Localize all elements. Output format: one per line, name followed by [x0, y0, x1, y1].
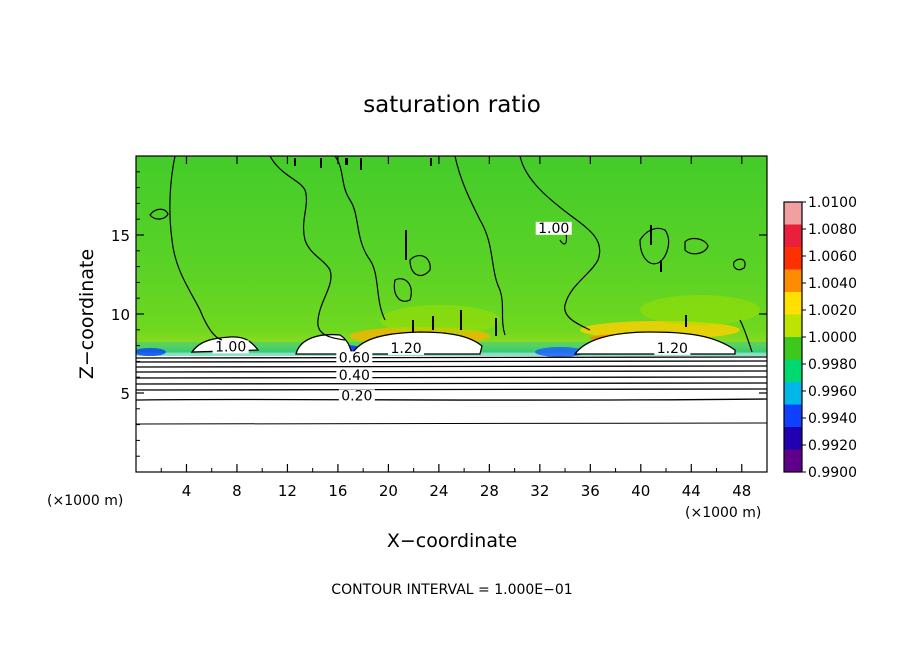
- contour-label: 1.20: [657, 341, 688, 357]
- contour-interval-note: CONTOUR INTERVAL = 1.000E−01: [331, 582, 572, 598]
- colorbar-swatch: [784, 224, 802, 248]
- colorbar-swatch: [784, 382, 802, 405]
- contour-label: 0.40: [339, 368, 370, 384]
- x-tick-label: 4: [182, 482, 192, 500]
- colorbar-tick-label: 0.9920: [808, 438, 857, 454]
- chart-title: saturation ratio: [363, 92, 541, 118]
- colorbar-swatch: [784, 269, 802, 293]
- x-tick-label: 8: [232, 482, 242, 500]
- colorbar-swatch: [784, 247, 802, 270]
- y-tick-label: 5: [120, 385, 130, 403]
- y-tick-label: 10: [111, 306, 130, 324]
- colorbar-swatch: [784, 404, 802, 428]
- colorbar-swatch: [784, 202, 802, 225]
- x-unit-left: (×1000 m): [47, 493, 123, 509]
- colorbar-swatch: [784, 292, 802, 315]
- x-axis-label: X−coordinate: [387, 530, 517, 552]
- contour-label-bg: [212, 340, 249, 354]
- contour-labels: 1.00 1.00 1.20 1.20 0.60 0.40 0.20: [212, 221, 691, 404]
- x-tick-label: 48: [732, 482, 751, 500]
- x-tick-label: 36: [581, 482, 600, 500]
- plot-area: [136, 156, 767, 472]
- cloud-tufts: [294, 158, 687, 336]
- colorbar-tick-label: 1.0000: [808, 330, 857, 346]
- x-tick-label: 40: [631, 482, 650, 500]
- x-tick-label: 28: [480, 482, 499, 500]
- contour-label-bg: [535, 221, 572, 235]
- contour-label-bg: [654, 341, 691, 355]
- contour-label: 1.00: [215, 339, 246, 355]
- x-tick-label: 20: [379, 482, 398, 500]
- colorbar-swatch: [784, 427, 802, 450]
- contour-label-bg: [336, 351, 373, 365]
- x-tick-label: 12: [278, 482, 297, 500]
- contour-label: 1.00: [538, 221, 569, 237]
- contour-label: 0.20: [341, 388, 372, 404]
- x-tick-label: 32: [530, 482, 549, 500]
- colorbar-swatch: [784, 337, 802, 360]
- y-tick-label: 15: [111, 227, 130, 245]
- colorbar: 1.0100 1.0080 1.0060 1.0040 1.0020 1.0000 0.99…: [783, 195, 857, 481]
- x-tick-label: 24: [429, 482, 448, 500]
- colorbar-tick-label: 1.0020: [808, 303, 857, 319]
- contour-label-bg: [336, 368, 373, 382]
- contour-label-bg: [388, 341, 425, 355]
- x-unit-right: (×1000 m): [685, 505, 761, 521]
- x-axis: 4 8 12 16 20 24 28 32 36 40 44 48: [160, 156, 751, 500]
- colorbar-tick-label: 0.9960: [808, 384, 857, 400]
- colorbar-tick-label: 1.0080: [808, 222, 857, 238]
- colorbar-swatch: [784, 314, 802, 338]
- colorbar-tick-label: 0.9900: [808, 465, 857, 481]
- lower-contours: [136, 356, 767, 425]
- contour-label: 1.20: [390, 341, 421, 357]
- y-axis-label: Z−coordinate: [76, 249, 98, 379]
- colorbar-tick-label: 1.0100: [808, 195, 857, 211]
- contour-label-bg: [338, 389, 375, 403]
- upper-contours: [149, 156, 753, 353]
- x-tick-label: 16: [328, 482, 347, 500]
- colorbar-swatch: [784, 359, 802, 383]
- x-tick-label: 44: [682, 482, 701, 500]
- colorbar-tick-label: 0.9980: [808, 357, 857, 373]
- contour-label: 0.60: [339, 350, 370, 366]
- colorbar-tick-label: 0.9940: [808, 411, 857, 427]
- colorbar-swatch: [784, 449, 802, 473]
- colorbar-tick-label: 1.0040: [808, 276, 857, 292]
- y-axis: 5 10 15: [111, 171, 767, 457]
- colorbar-tick-label: 1.0060: [808, 249, 857, 265]
